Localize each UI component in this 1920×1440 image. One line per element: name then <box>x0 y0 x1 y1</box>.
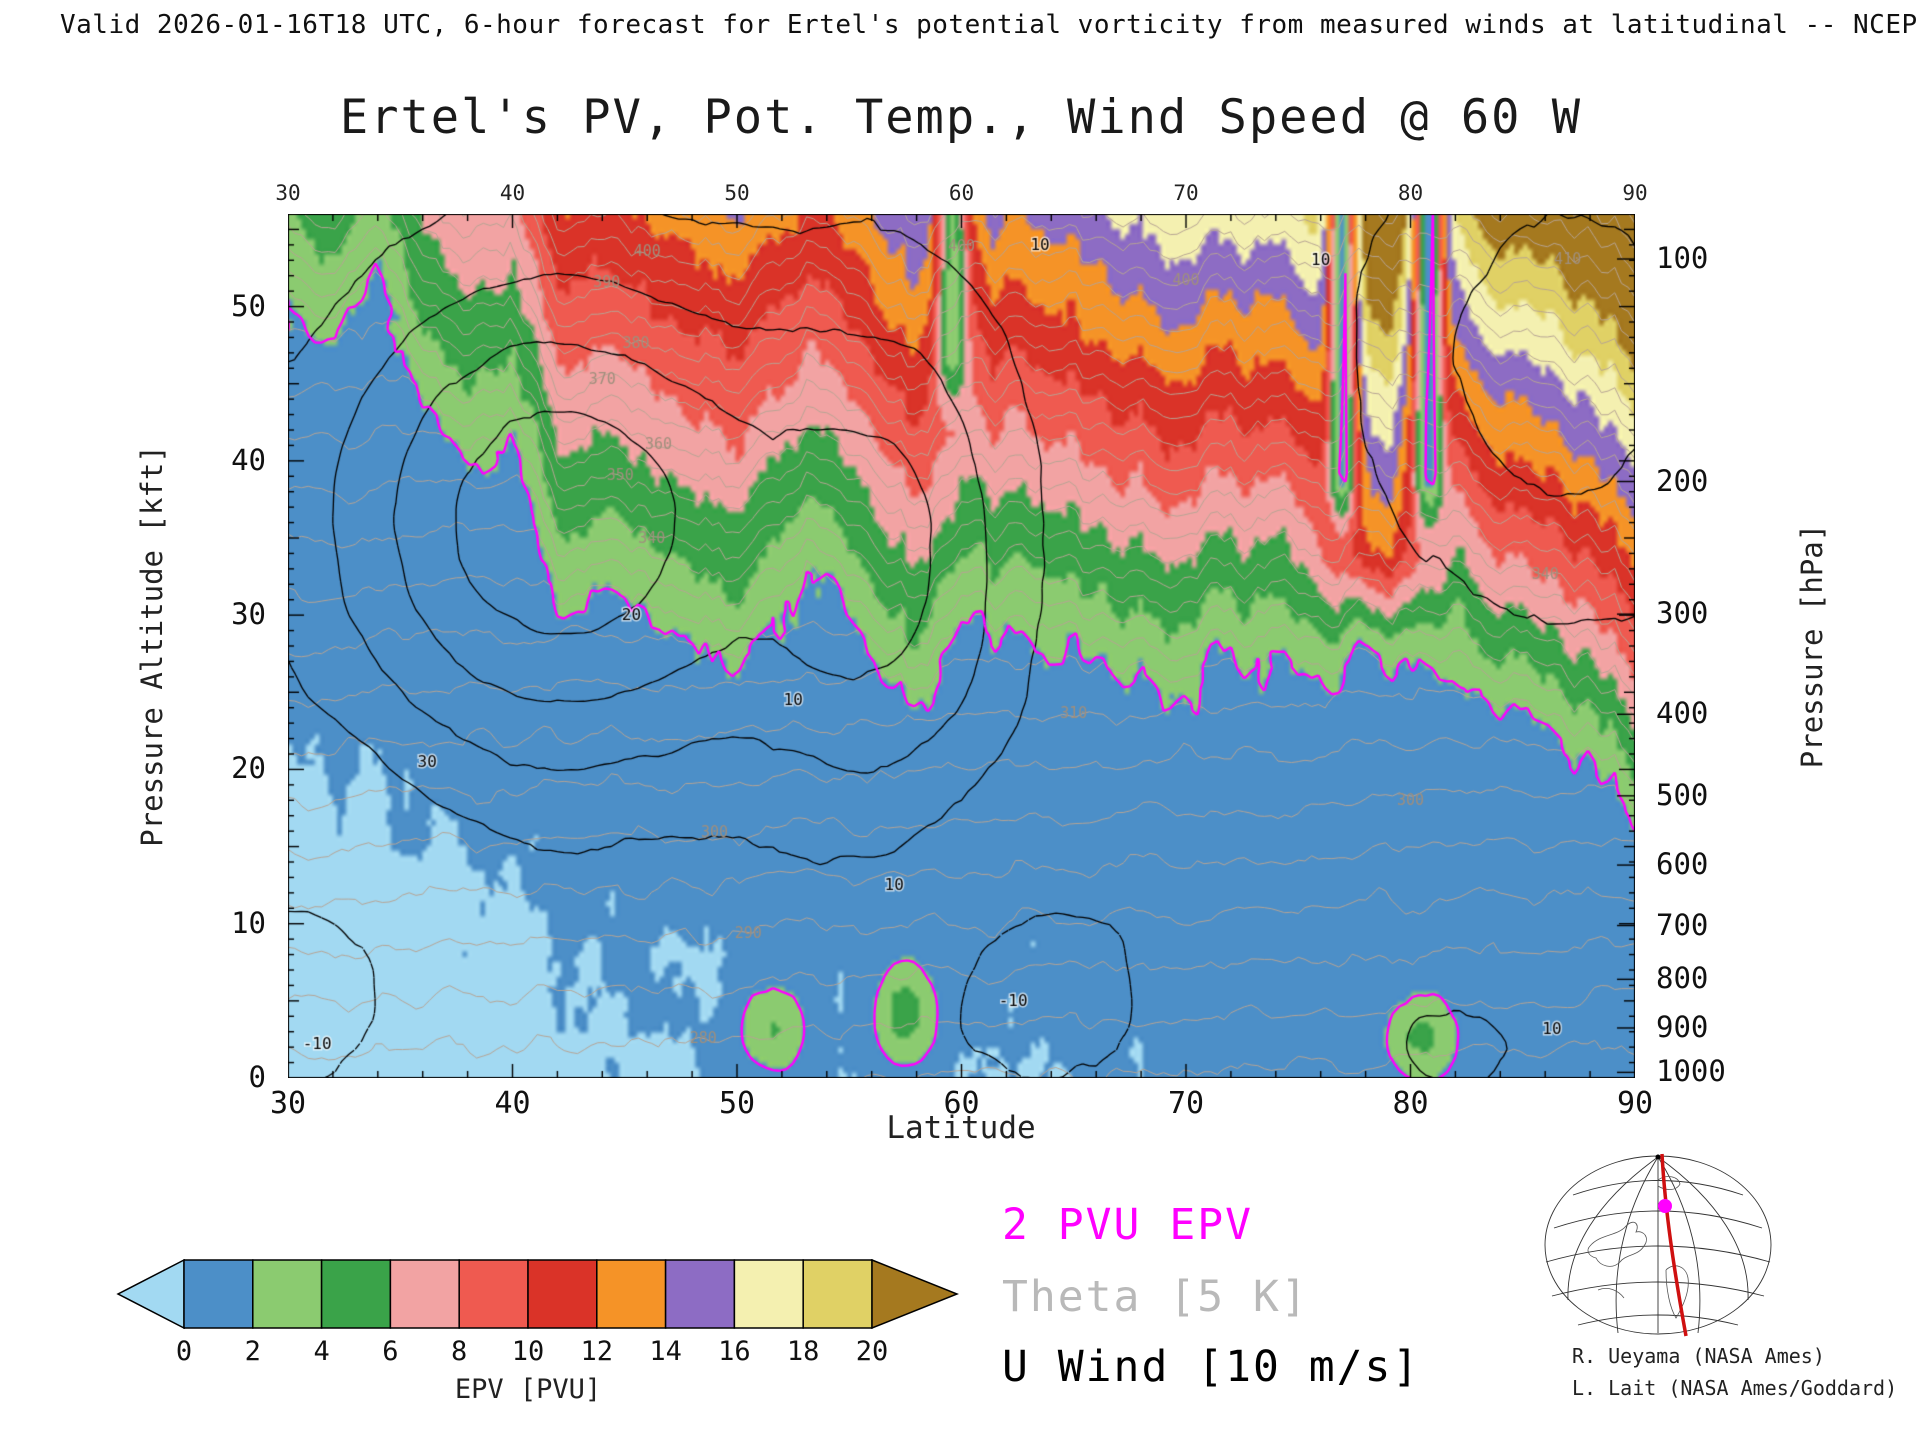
y-axis-right-tick-label: 800 <box>1656 961 1709 996</box>
colorbar-label: EPV [PVU] <box>454 1374 602 1405</box>
map-station-dot <box>1658 1199 1672 1213</box>
colorbar-segment <box>458 1259 529 1329</box>
x-axis-top-tick-label: 30 <box>275 181 301 205</box>
x-axis-title: Latitude <box>886 1110 1036 1146</box>
colorbar-segment <box>596 1259 667 1329</box>
x-axis-top-tick-label: 60 <box>948 181 975 205</box>
colorbar-tick-label: 4 <box>313 1336 330 1367</box>
y-axis-left-tick-label: 10 <box>231 905 266 940</box>
colorbar-tick-label: 10 <box>511 1336 545 1367</box>
y-axis-right-tick-label: 400 <box>1656 696 1709 731</box>
y-axis-right-tick-label: 600 <box>1656 847 1709 882</box>
x-axis-bottom-tick-label: 60 <box>943 1086 980 1121</box>
x-axis-bottom-tick-label: 30 <box>269 1086 307 1121</box>
y-axis-right-tick-label: 900 <box>1656 1009 1709 1044</box>
colorbar-tick-label: 20 <box>855 1336 889 1367</box>
map-coastlines <box>1587 1176 1689 1319</box>
colorbar-tick-label: 12 <box>580 1336 614 1367</box>
colorbar-graphic <box>116 1258 960 1330</box>
x-axis-bottom-tick-label: 70 <box>1167 1086 1205 1121</box>
location-inset-map <box>1538 1150 1778 1340</box>
colorbar-under-arrow <box>116 1258 185 1330</box>
colorbar-segment <box>664 1259 736 1329</box>
y-axis-left-tick-label: 50 <box>231 288 266 323</box>
plot-title: Ertel's PV, Pot. Temp., Wind Speed @ 60 … <box>339 90 1583 145</box>
y-axis-right-tick-label: 1000 <box>1656 1054 1726 1089</box>
credit-line-2: L. Lait (NASA Ames/Goddard) <box>1572 1376 1898 1400</box>
y-axis-right-tick-label: 200 <box>1656 463 1709 498</box>
colorbar-tick-label: 18 <box>786 1336 820 1367</box>
map-meridian-60w-line <box>1660 1153 1688 1337</box>
y-axis-left-title: Pressure Altitude [kft] <box>135 445 169 847</box>
x-axis-top-tick-label: 80 <box>1397 181 1424 205</box>
credit-line-1: R. Ueyama (NASA Ames) <box>1572 1344 1825 1368</box>
globe-map-graphic <box>1544 1153 1772 1337</box>
legend-theta-contour: Theta [5 K] <box>1002 1272 1309 1322</box>
y-axis-right-tick-label: 700 <box>1656 907 1709 942</box>
y-axis-right-title: Pressure [hPa] <box>1795 523 1829 769</box>
pv-cross-section-canvas <box>288 214 1635 1078</box>
colorbar-segment <box>733 1259 804 1329</box>
epv-colorbar <box>116 1258 960 1330</box>
colorbar-segment <box>527 1259 598 1329</box>
x-axis-top-tick-label: 70 <box>1173 181 1199 205</box>
legend-epv-contour: 2 PVU EPV <box>1002 1200 1253 1250</box>
y-axis-left-tick-label: 0 <box>248 1060 266 1094</box>
map-pole-dot <box>1655 1154 1661 1160</box>
x-axis-top-tick-label: 50 <box>724 181 750 205</box>
y-axis-left-tick-label: 20 <box>231 751 266 786</box>
legend-uwind-contour: U Wind [10 m/s] <box>1002 1342 1421 1392</box>
colorbar-tick-label: 2 <box>244 1336 261 1367</box>
validity-header: Valid 2026-01-16T18 UTC, 6-hour forecast… <box>60 10 1918 40</box>
colorbar-tick-label: 14 <box>649 1336 682 1367</box>
colorbar-segment <box>183 1259 254 1329</box>
colorbar-tick-label: 6 <box>382 1336 399 1367</box>
colorbar-segment <box>802 1259 873 1329</box>
colorbar-tick-label: 8 <box>451 1336 468 1367</box>
y-axis-right-tick-label: 500 <box>1656 777 1709 812</box>
colorbar-over-arrow <box>871 1258 960 1330</box>
colorbar-tick-label: 0 <box>175 1336 193 1367</box>
x-axis-bottom-tick-label: 80 <box>1392 1086 1429 1121</box>
colorbar-segment <box>252 1259 323 1329</box>
y-axis-right-tick-label: 300 <box>1656 596 1709 631</box>
x-axis-bottom-tick-label: 50 <box>718 1086 756 1121</box>
colorbar-segment <box>320 1259 392 1329</box>
x-axis-top-tick-label: 90 <box>1622 181 1648 205</box>
x-axis-bottom-tick-label: 90 <box>1616 1086 1654 1121</box>
colorbar-segment <box>389 1259 460 1329</box>
y-axis-right-tick-label: 100 <box>1656 241 1709 275</box>
x-axis-top-tick-label: 40 <box>499 181 526 205</box>
x-axis-bottom-tick-label: 40 <box>494 1086 531 1121</box>
y-axis-left-tick-label: 30 <box>231 597 266 632</box>
y-axis-left-tick-label: 40 <box>231 442 266 477</box>
colorbar-tick-label: 16 <box>718 1336 751 1367</box>
